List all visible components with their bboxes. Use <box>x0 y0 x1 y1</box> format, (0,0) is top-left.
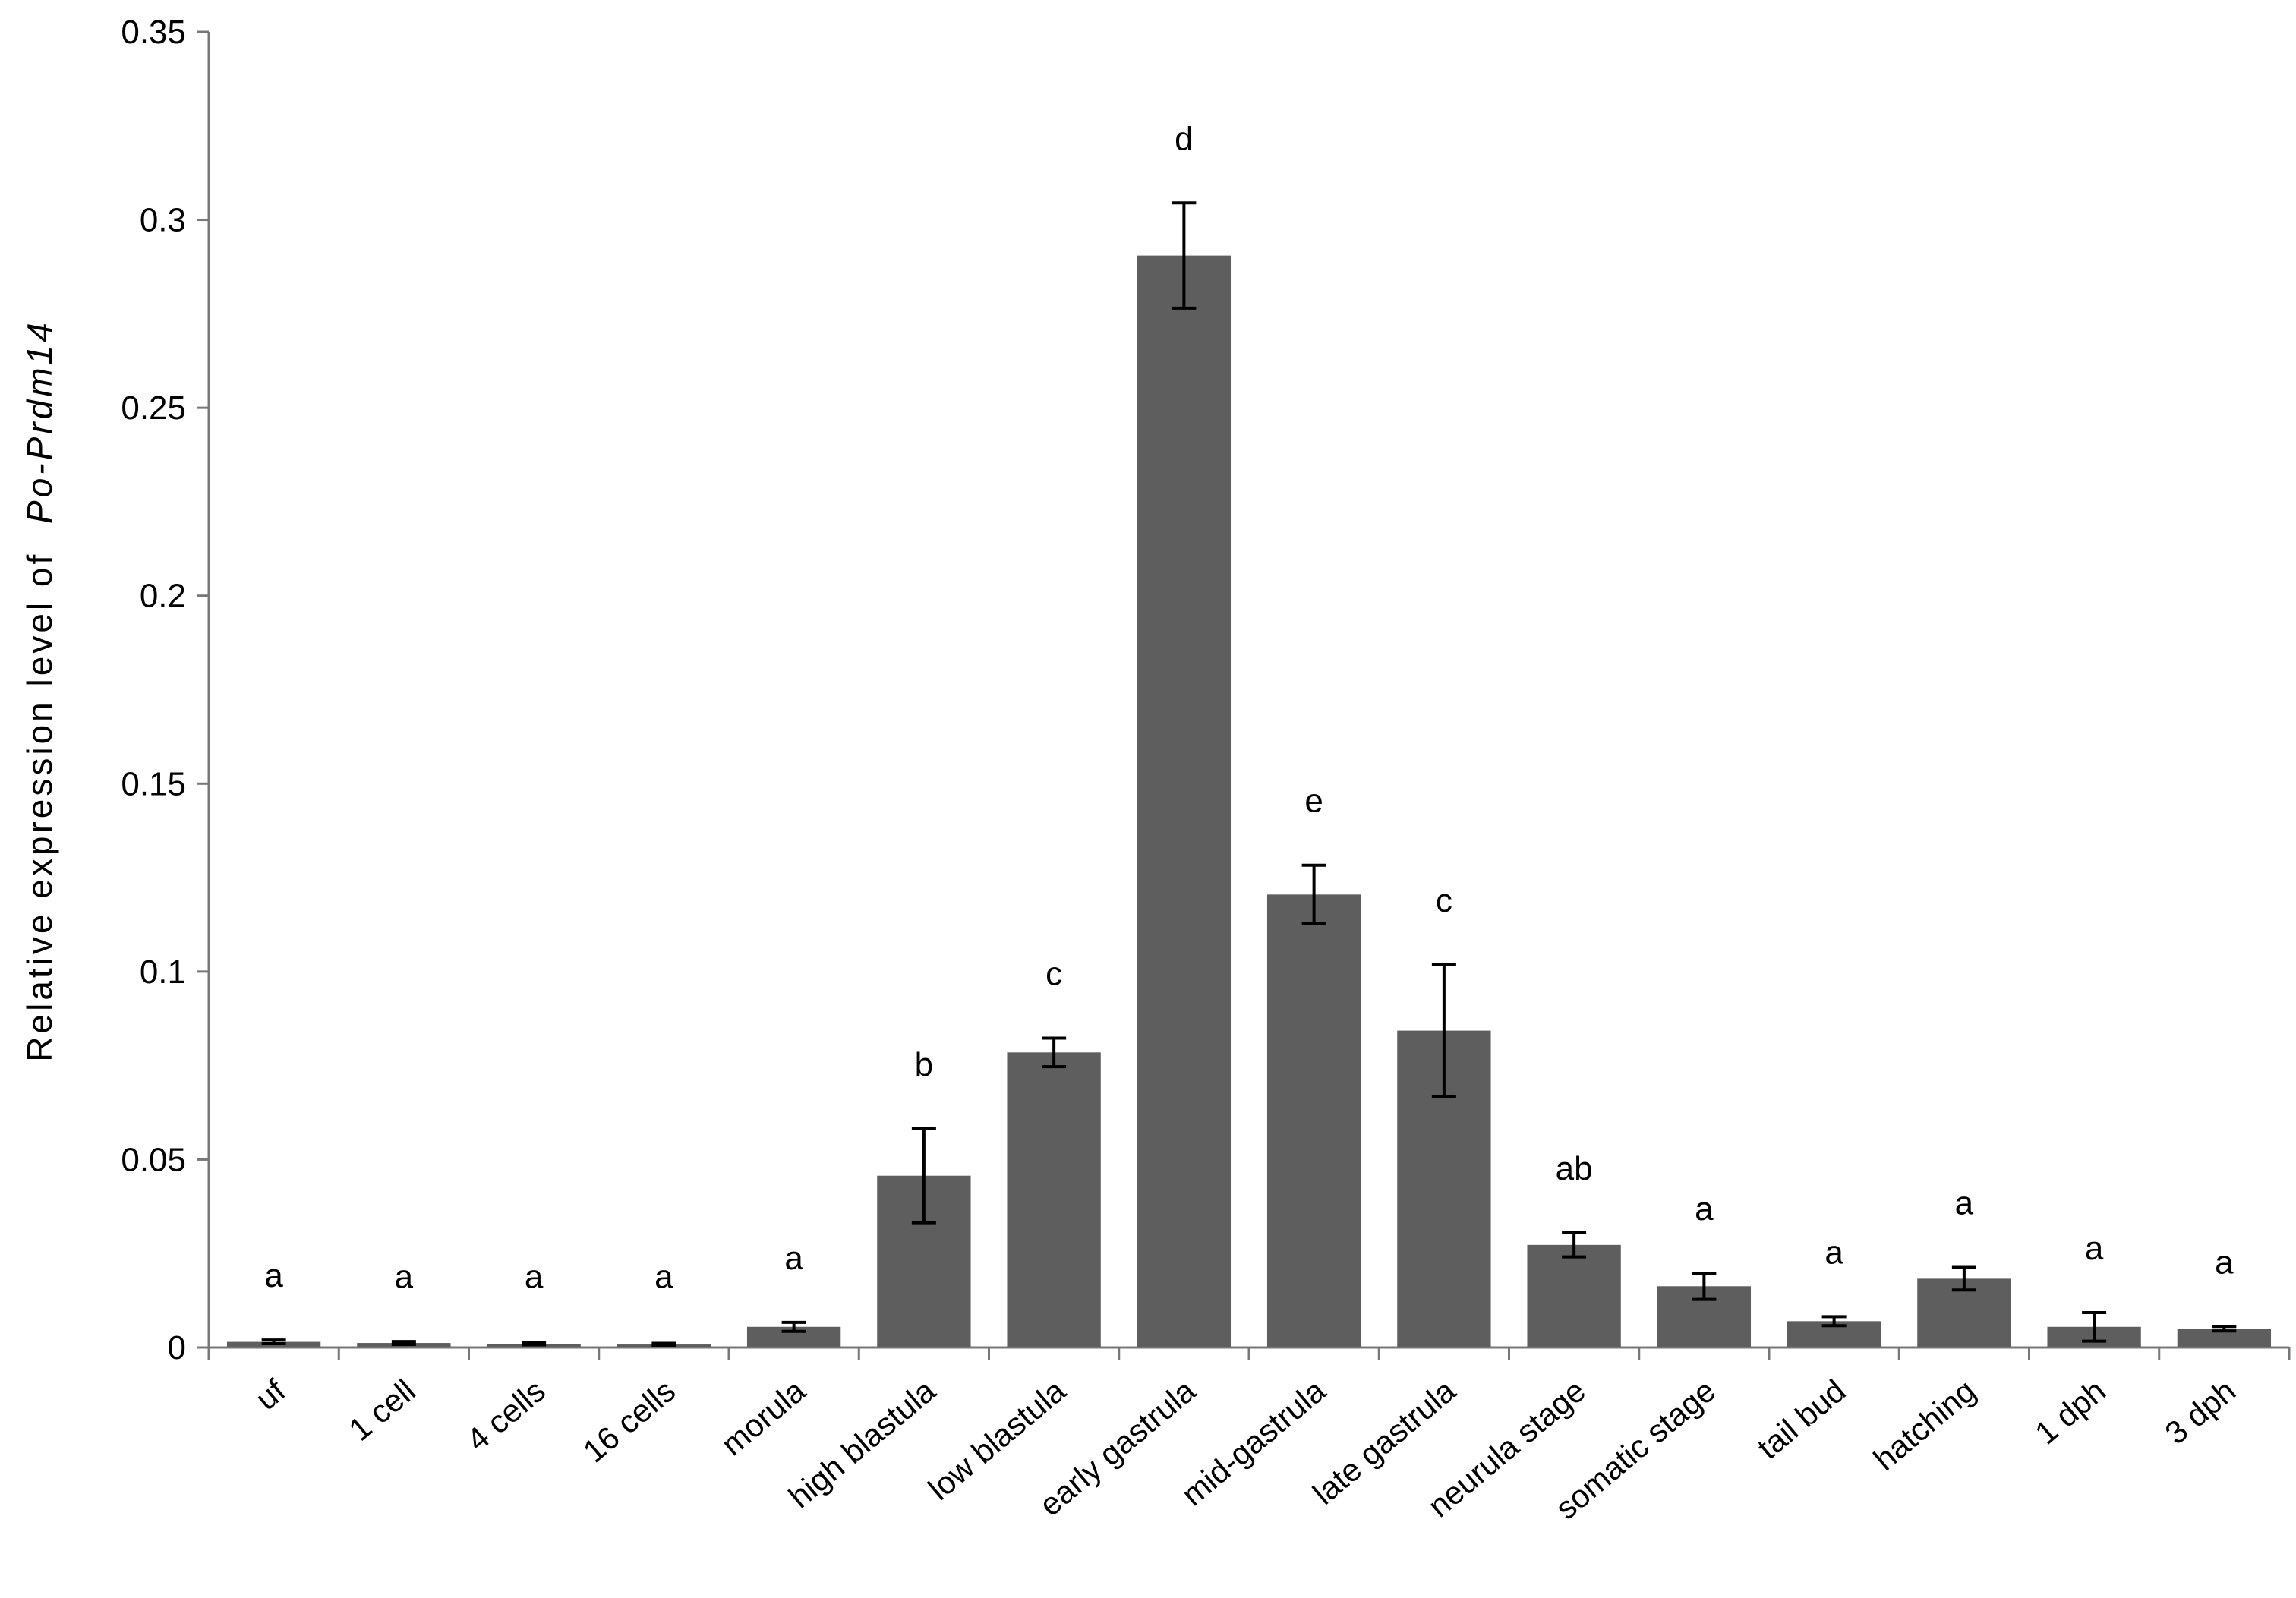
category-label: 4 cells <box>459 1373 551 1458</box>
significance-label: c <box>1436 882 1452 919</box>
significance-label: d <box>1175 120 1193 157</box>
category-label: 3 dph <box>2158 1373 2242 1451</box>
bar <box>1137 255 1232 1347</box>
y-tick-label: 0.25 <box>121 389 186 427</box>
significance-label: a <box>264 1257 283 1294</box>
significance-label: ab <box>1556 1150 1593 1187</box>
y-tick-label: 0.2 <box>140 578 186 615</box>
bar <box>1007 1052 1101 1347</box>
category-label: mid-gastrula <box>1175 1372 1332 1512</box>
error-bars <box>261 201 2237 1347</box>
category-label: morula <box>714 1372 812 1462</box>
x-ticks <box>207 1347 2291 1360</box>
category-label: tail bud <box>1750 1373 1852 1466</box>
category-label: 16 cells <box>576 1373 682 1470</box>
significance-label: a <box>1824 1234 1843 1271</box>
bar <box>1527 1244 1621 1347</box>
y-tick-label: 0.1 <box>140 953 186 991</box>
y-ticks: 0 0.05 0.1 0.15 0.2 0.25 0.3 0.35 <box>121 14 209 1366</box>
significance-label: a <box>654 1258 673 1295</box>
significance-label: a <box>1695 1190 1714 1228</box>
y-tick-label: 0.35 <box>121 14 186 51</box>
y-tick-label: 0.15 <box>121 765 186 802</box>
axes <box>207 32 2289 1349</box>
significance-label: a <box>2215 1243 2234 1281</box>
category-label: hatching <box>1867 1373 1982 1477</box>
y-axis-title-main: Relative expression level of <box>20 552 59 1062</box>
significance-label: b <box>915 1046 933 1083</box>
category-label: 1 dph <box>2028 1373 2112 1451</box>
significance-label: a <box>1955 1185 1974 1222</box>
bar <box>1266 894 1361 1347</box>
y-tick-label: 0.3 <box>140 202 186 239</box>
significance-label: a <box>784 1240 803 1277</box>
significance-label: a <box>525 1258 544 1295</box>
category-label: uf <box>248 1373 292 1417</box>
y-tick-label: 0.05 <box>121 1141 186 1178</box>
significance-label: a <box>395 1258 414 1295</box>
category-label: 1 cell <box>342 1373 421 1448</box>
y-axis-title: Relative expression level of Po-Prdm14 <box>20 320 59 1061</box>
y-axis-title-gene: Po-Prdm14 <box>20 320 59 524</box>
bars <box>226 255 2272 1347</box>
significance-label: a <box>2085 1230 2104 1267</box>
significance-label: e <box>1304 783 1323 820</box>
significance-label: c <box>1046 955 1062 992</box>
y-tick-label: 0 <box>168 1329 186 1366</box>
